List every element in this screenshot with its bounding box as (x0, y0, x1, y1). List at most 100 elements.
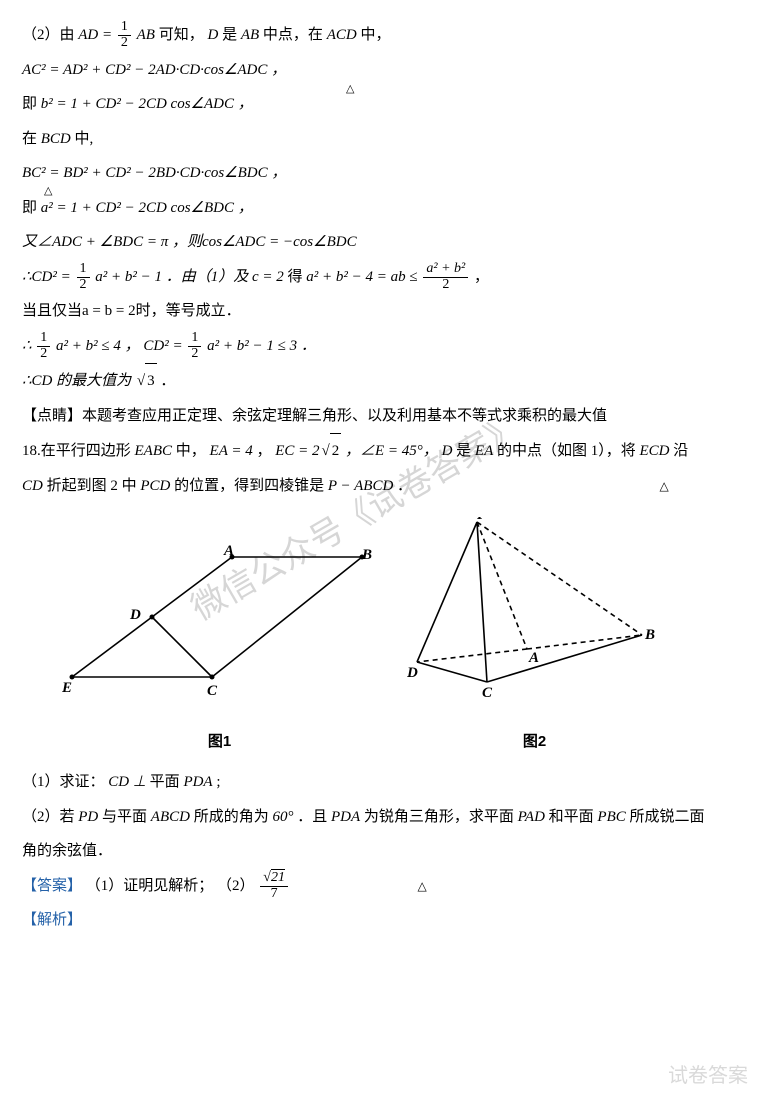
expr: 60° (272, 809, 293, 825)
txt: 沿 (673, 443, 688, 459)
txt: 即 (22, 96, 37, 112)
txt: 和平面 (549, 809, 594, 825)
watermark-corner: 试卷答案 (668, 1053, 748, 1099)
txt: ．且 (297, 809, 331, 825)
txt: （2）由 (22, 27, 75, 43)
txt: 即 (22, 200, 37, 216)
expr: c = 2 (252, 269, 284, 285)
expr: EABC (135, 443, 173, 459)
num: 1 (37, 331, 50, 347)
triangle-mark: △ (660, 479, 669, 493)
answer-line: 【答案】 （1）证明见解析； （2） √21 7 △ (22, 869, 742, 904)
expr: AB (241, 27, 259, 43)
triangle-mark: △ (417, 879, 426, 893)
expr: PAD (518, 809, 545, 825)
svg-text:P: P (477, 517, 487, 523)
analysis-label: 【解析】 (22, 903, 742, 938)
answer-label: 【答案】 (22, 878, 82, 894)
txt: ， (256, 443, 271, 459)
expr: ECD (640, 443, 670, 459)
txt: 是 (222, 27, 237, 43)
line-12: 【点睛】本题考查应用正定理、余弦定理解三角形、以及利用基本不等式求乘积的最大值 (22, 399, 742, 434)
num: 1 (188, 331, 201, 347)
expr: CD² = (143, 338, 182, 354)
answer-frac: √21 7 (260, 871, 288, 901)
watermark-corner-text: 试卷答案 (668, 1065, 748, 1087)
expr: a² + b² − 4 = ab ≤ (306, 269, 417, 285)
figure-2-svg: P D C A B (407, 517, 662, 707)
num: 1 (118, 20, 131, 36)
expr: ，∠E = 45°， (345, 443, 438, 459)
line-5: BC² = BD² + CD² − 2BD·CD·cos∠BDC ， (22, 156, 742, 191)
expr: PDA (331, 809, 360, 825)
svg-text:D: D (407, 665, 418, 681)
svg-text:C: C (482, 685, 493, 701)
txt: ． (397, 478, 412, 494)
question-1: （1）求证： CD ⊥ 平面 PDA ; (22, 765, 742, 800)
line-8: ∴CD² = 12 a² + b² − 1 ．由（1）及 c = 2 得 a² … (22, 260, 742, 295)
question-2b: 角的余弦值． (22, 834, 742, 869)
expr: D (207, 27, 218, 43)
answer-text: （1）证明见解析； （2） (86, 878, 255, 894)
expr: ACD (327, 27, 357, 43)
num: √21 (263, 869, 285, 885)
frac: 12 (77, 262, 90, 292)
txt: 折起到图 2 中 (47, 478, 141, 494)
expr: PDA (183, 774, 212, 790)
expr: ∴CD² = (22, 269, 71, 285)
sqrt-2: 2 (320, 433, 342, 469)
txt: 的中点（如图 1），将 (497, 443, 640, 459)
line-14: CD 折起到图 2 中 PCD 的位置，得到四棱锥是 P − ABCD ． △ (22, 469, 742, 504)
txt: ． (160, 373, 175, 389)
expr: BCD (41, 131, 71, 147)
expr: b² = 1 + CD² − 2CD cos∠ADC ， (41, 96, 253, 112)
frac-half: 12 (118, 20, 131, 50)
triangle-mark: △ (44, 179, 52, 204)
svg-text:B: B (361, 547, 372, 563)
expr: EA (475, 443, 493, 459)
line-6: △ 即 a² = 1 + CD² − 2CD cos∠BDC ， (22, 191, 742, 226)
expr: PCD (140, 478, 170, 494)
txt: 在 (22, 131, 41, 147)
txt: 平面 (150, 774, 180, 790)
expr: ABCD (151, 809, 190, 825)
svg-text:A: A (528, 650, 539, 666)
svg-text:E: E (62, 680, 72, 696)
sqrt-3: 3 (135, 363, 157, 399)
den: 2 (188, 347, 201, 362)
txt: 可知， (159, 27, 204, 43)
expr: ∴ (22, 338, 32, 354)
den: 2 (37, 347, 50, 362)
txt: 所成锐二面 (630, 809, 705, 825)
den: 2 (77, 278, 90, 293)
frac: a² + b²2 (423, 262, 468, 292)
txt: 中， (176, 443, 206, 459)
txt: 18.在平行四边形 (22, 443, 131, 459)
svg-text:A: A (223, 543, 234, 559)
txt: （2）若 (22, 809, 75, 825)
radicand: 3 (145, 363, 157, 399)
txt: 中点，在 (263, 27, 327, 43)
radicand: 2 (330, 433, 342, 469)
txt: 中， (360, 27, 390, 43)
expr: PD (78, 809, 98, 825)
svg-text:C: C (207, 683, 218, 699)
svg-text:B: B (644, 627, 655, 643)
den: 7 (260, 887, 288, 902)
txt: 的位置，得到四棱锥是 (174, 478, 324, 494)
expr: CD (22, 478, 43, 494)
expr: EA = 4 (210, 443, 253, 459)
figure-2: PDCAB 图2 (407, 517, 662, 759)
txt: 是 (456, 443, 471, 459)
line-3: △ 即 b² = 1 + CD² − 2CD cos∠ADC ， (22, 87, 742, 122)
num: a² + b² (423, 262, 468, 278)
figure-1: ECDAB 图1 (62, 537, 377, 759)
line-11: ∴CD 的最大值为 3 ． (22, 363, 742, 399)
expr: D (442, 443, 453, 459)
num: 1 (77, 262, 90, 278)
expr: ∴CD 的最大值为 (22, 373, 131, 389)
txt: 得 (288, 269, 303, 285)
expr: CD ⊥ (108, 774, 146, 790)
line-7: 又∠ADC + ∠BDC = π ，则cos∠ADC = −cos∠BDC (22, 225, 742, 260)
txt: 为锐角三角形，求平面 (364, 809, 514, 825)
